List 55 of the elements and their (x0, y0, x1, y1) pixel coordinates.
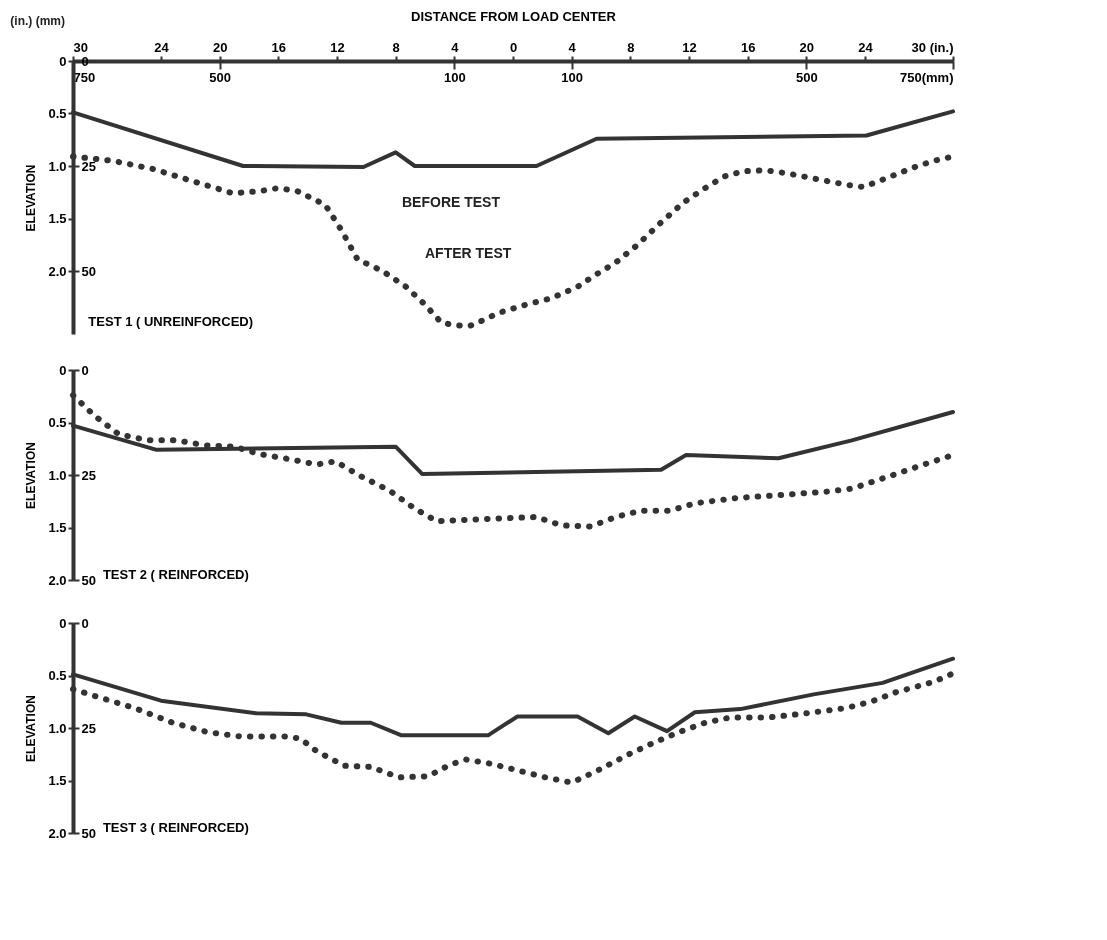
x-tick-label: 16 (271, 39, 287, 55)
x2-tick-label: 100 (561, 69, 584, 85)
x2-tick-label: 500 (795, 69, 818, 85)
x-tick-label: 30 (73, 39, 88, 55)
x-tick-label: 0 (509, 39, 518, 55)
text: TEST 2 ( REINFORCED) (102, 567, 249, 582)
x-tick-label: 24 (154, 39, 170, 55)
y2-tick-label: 50 (81, 572, 96, 588)
y-tick-label: 1.5 (48, 773, 67, 788)
x2-tick-label: 750(mm) (900, 69, 954, 85)
x-tick-label: 12 (682, 39, 697, 55)
y-tick-label: 0 (59, 53, 67, 69)
x2-tick-label: 750 (73, 69, 96, 85)
text: TEST 3 ( REINFORCED) (102, 820, 249, 835)
x-tick-label: 4 (451, 39, 460, 55)
y-tick-label: 1.0 (48, 467, 67, 483)
y2-tick-label: 50 (81, 263, 96, 279)
y-tick-label: 0.5 (48, 415, 67, 430)
y-tick-label: 0.5 (48, 668, 67, 683)
x-tick-label: 4 (568, 39, 577, 55)
x-tick-label: 8 (392, 39, 400, 55)
y-tick-label: 0 (59, 615, 67, 631)
x-tick-label: 8 (627, 39, 635, 55)
y-tick-label: 0.5 (48, 106, 67, 121)
y-axis-title: ELEVATION (24, 442, 39, 509)
y2-tick-label: 25 (81, 158, 96, 174)
y-tick-label: 1.5 (48, 211, 67, 226)
annotation: AFTER TEST (425, 245, 512, 261)
text: TEST 1 ( UNREINFORCED) (88, 314, 254, 329)
y-tick-label: 2.0 (48, 572, 67, 588)
y-tick-label: 2.0 (48, 263, 67, 279)
y2-tick-label: 25 (81, 467, 96, 483)
x-tick-label: 16 (740, 39, 756, 55)
y2-tick-label: 0 (81, 615, 89, 631)
x-tick-label: 24 (858, 39, 874, 55)
x-tick-label: 20 (799, 39, 815, 55)
x2-tick-label: 500 (209, 69, 232, 85)
y2-tick-label: 50 (81, 825, 96, 841)
y-tick-label: 2.0 (48, 825, 67, 841)
x-tick-label: 12 (330, 39, 345, 55)
x2-tick-label: 100 (443, 69, 466, 85)
x-tick-label: 20 (212, 39, 228, 55)
y2-tick-label: 25 (81, 720, 96, 736)
y-tick-label: 1.5 (48, 520, 67, 535)
y-tick-label: 1.0 (48, 158, 67, 174)
y2-tick-label: 0 (81, 362, 89, 378)
y-tick-label: 0 (59, 362, 67, 378)
y-axis-title: ELEVATION (24, 695, 39, 762)
text: (in.) (mm) (10, 14, 65, 28)
y-tick-label: 1.0 (48, 720, 67, 736)
y2-tick-label: 0 (81, 53, 89, 69)
x-tick-label: 30 (in.) (911, 39, 954, 55)
x-axis-title: DISTANCE FROM LOAD CENTER (411, 8, 617, 24)
y-axis-title: ELEVATION (24, 164, 39, 232)
annotation: BEFORE TEST (402, 194, 501, 210)
